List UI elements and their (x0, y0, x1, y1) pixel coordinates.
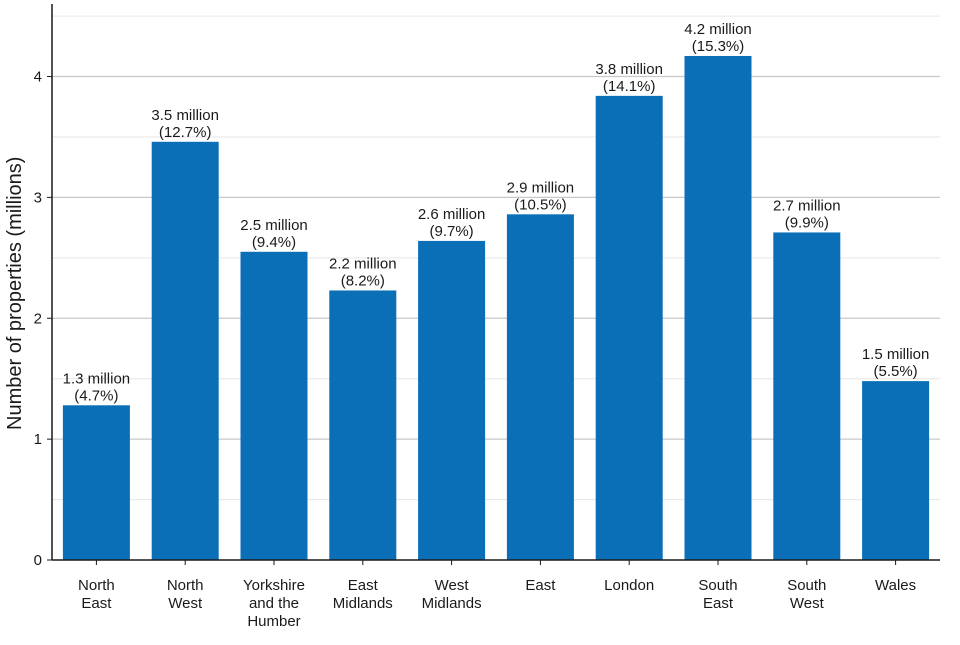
bar (62, 405, 130, 560)
bar-value-label-line: 2.5 million (240, 217, 308, 234)
bar-value-label-line: 4.2 million (684, 21, 752, 38)
bar-value-label-line: (9.7%) (430, 223, 474, 240)
x-tick-label: West Midlands (422, 577, 482, 612)
y-tick-label: 2 (34, 310, 42, 327)
axes (51, 4, 940, 561)
bar-value-label-line: 2.7 million (773, 197, 841, 214)
x-tick-label: East Midlands (333, 577, 393, 612)
x-tick-label-line: East (703, 595, 734, 612)
bar-value-label-line: (14.1%) (603, 78, 656, 95)
bar-value-label: 2.6 million (9.7%) (418, 206, 486, 240)
bar-value-label-line: (4.7%) (74, 387, 118, 404)
value-labels: 1.3 million (4.7%) 3.5 million (12.7%) 2.5 m… (63, 21, 930, 404)
bar-value-label-line: (12.7%) (159, 124, 212, 141)
bar-value-label: 3.5 million (12.7%) (151, 107, 219, 141)
y-tick-label: 3 (34, 189, 42, 206)
bar-value-label-line: 2.6 million (418, 206, 486, 223)
bar-value-label-line: (8.2%) (341, 272, 385, 289)
x-tick-label: East (525, 577, 556, 594)
bar-value-label-line: 2.2 million (329, 255, 397, 272)
y-tick-label: 4 (34, 69, 42, 86)
bar (240, 251, 308, 561)
x-tick-label-line: East (81, 595, 112, 612)
x-tick-label: North West (167, 577, 204, 612)
y-tick-label: 1 (34, 431, 42, 448)
x-tick-label: Wales (875, 577, 916, 594)
bar (773, 232, 841, 560)
x-tick-label-line: East (348, 577, 379, 594)
bar-value-label: 1.5 million (5.5%) (862, 346, 930, 380)
bar (595, 95, 663, 560)
bars (62, 55, 930, 561)
bar (862, 381, 930, 560)
x-tick-label-line: Midlands (422, 595, 482, 612)
bar-value-label: 2.7 million (9.9%) (773, 197, 841, 231)
bar-value-label: 1.3 million (4.7%) (63, 370, 131, 404)
bar (684, 55, 752, 561)
bar (506, 214, 574, 560)
x-tick-label-line: South (698, 577, 737, 594)
x-tick-label: South East (698, 577, 737, 612)
x-tick-label: London (604, 577, 654, 594)
bar-value-label: 3.8 million (14.1%) (595, 61, 663, 95)
x-tick-label-line: West (435, 577, 470, 594)
bar-value-label: 4.2 million (15.3%) (684, 21, 752, 55)
bar-value-label: 2.5 million (9.4%) (240, 217, 308, 251)
bar (151, 141, 219, 560)
x-tick-label-line: Wales (875, 577, 916, 594)
x-tick-label-line: Humber (247, 613, 300, 630)
bar-value-label-line: (9.4%) (252, 234, 296, 251)
bar-value-label-line: 1.3 million (63, 370, 131, 387)
x-tick-label-line: South (787, 577, 826, 594)
x-tick-label: Yorkshire and the Humber (243, 577, 305, 630)
bar-value-label-line: 2.9 million (507, 179, 575, 196)
bar (418, 240, 486, 560)
y-axis-label: Number of properties (millions) (4, 156, 26, 430)
y-tick-labels: 0 1 2 3 4 (34, 69, 52, 569)
x-tick-label-line: West (168, 595, 203, 612)
x-tick-label-line: East (525, 577, 556, 594)
x-tick-label-line: West (790, 595, 825, 612)
x-tick-label: South West (787, 577, 826, 612)
x-tick-label-line: and the (249, 595, 299, 612)
bar (329, 290, 397, 560)
bar-value-label-line: (9.9%) (785, 214, 829, 231)
x-tick-label-line: North (167, 577, 204, 594)
x-tick-label-line: London (604, 577, 654, 594)
bar-value-label-line: (5.5%) (874, 363, 918, 380)
x-tick-label-line: Midlands (333, 595, 393, 612)
x-tick-label: North East (78, 577, 115, 612)
y-tick-label: 0 (34, 552, 42, 569)
bar-value-label: 2.9 million (10.5%) (507, 179, 575, 213)
bar-value-label-line: 3.8 million (595, 61, 663, 78)
bar-value-label-line: (15.3%) (692, 38, 745, 55)
bar-value-label-line: (10.5%) (514, 196, 567, 213)
bar-value-label-line: 3.5 million (151, 107, 219, 124)
bar-value-label-line: 1.5 million (862, 346, 930, 363)
x-tick-label-line: North (78, 577, 115, 594)
x-tick-label-line: Yorkshire (243, 577, 305, 594)
bar-value-label: 2.2 million (8.2%) (329, 255, 397, 289)
